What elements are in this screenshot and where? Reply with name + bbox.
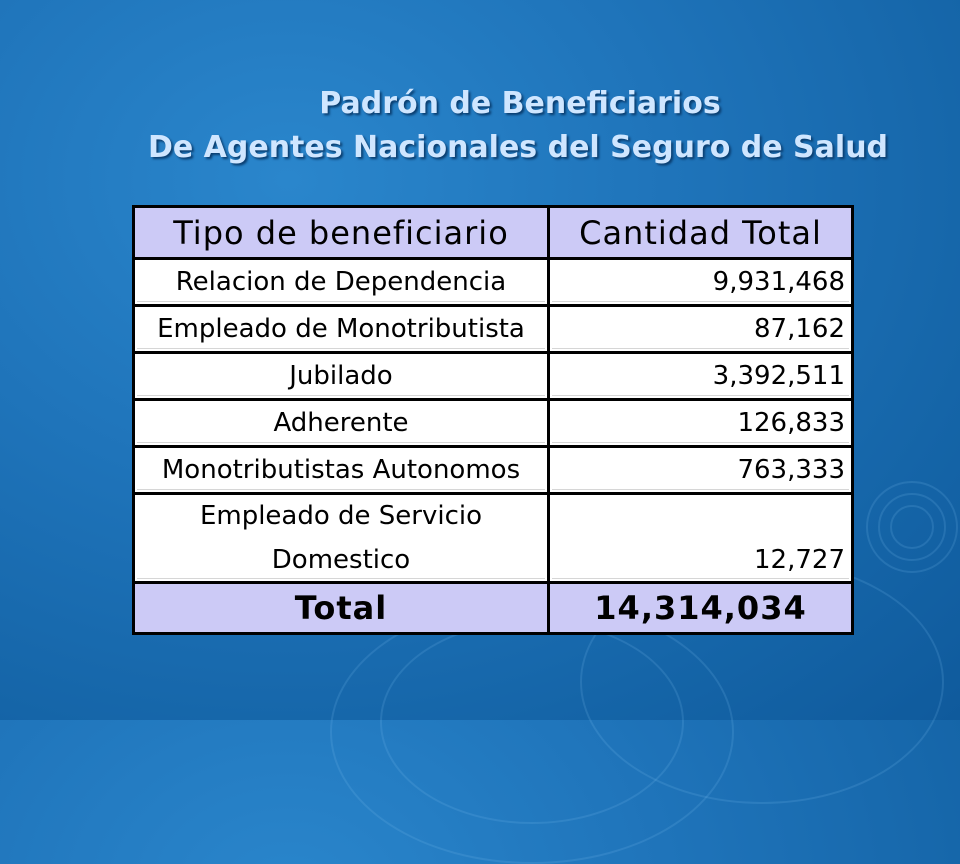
row-cantidad: 9,931,468 bbox=[550, 260, 851, 304]
row-tipo: Relacion de Dependencia bbox=[135, 260, 547, 304]
row-cantidad: 763,333 bbox=[550, 448, 851, 492]
header-tipo: Tipo de beneficiario bbox=[135, 208, 547, 257]
slide-title: Padrón de Beneficiarios De Agentes Nacio… bbox=[0, 82, 960, 170]
row-tipo-line: Domestico bbox=[271, 545, 411, 575]
row-tipo-line: Empleado de Servicio bbox=[199, 501, 483, 531]
row-tipo: Jubilado bbox=[135, 354, 547, 398]
total-label: Total bbox=[135, 584, 547, 632]
row-tipo: Adherente bbox=[135, 401, 547, 445]
header-cantidad: Cantidad Total bbox=[550, 208, 851, 257]
row-cantidad: 126,833 bbox=[550, 401, 851, 445]
row-tipo: Empleado de Monotributista bbox=[135, 307, 547, 351]
row-cantidad: 3,392,511 bbox=[550, 354, 851, 398]
row-cantidad: 12,727 bbox=[550, 495, 851, 581]
title-line-1: Padrón de Beneficiarios bbox=[319, 86, 721, 121]
row-cantidad: 87,162 bbox=[550, 307, 851, 351]
beneficiaries-table: Tipo de beneficiario Cantidad Total Rela… bbox=[132, 205, 854, 635]
row-tipo: Monotributistas Autonomos bbox=[135, 448, 547, 492]
row-tipo: Empleado de Servicio Domestico bbox=[135, 495, 547, 581]
title-line-2: De Agentes Nacionales del Seguro de Salu… bbox=[147, 130, 889, 165]
total-value: 14,314,034 bbox=[550, 584, 851, 632]
ripple-decoration bbox=[866, 481, 958, 573]
